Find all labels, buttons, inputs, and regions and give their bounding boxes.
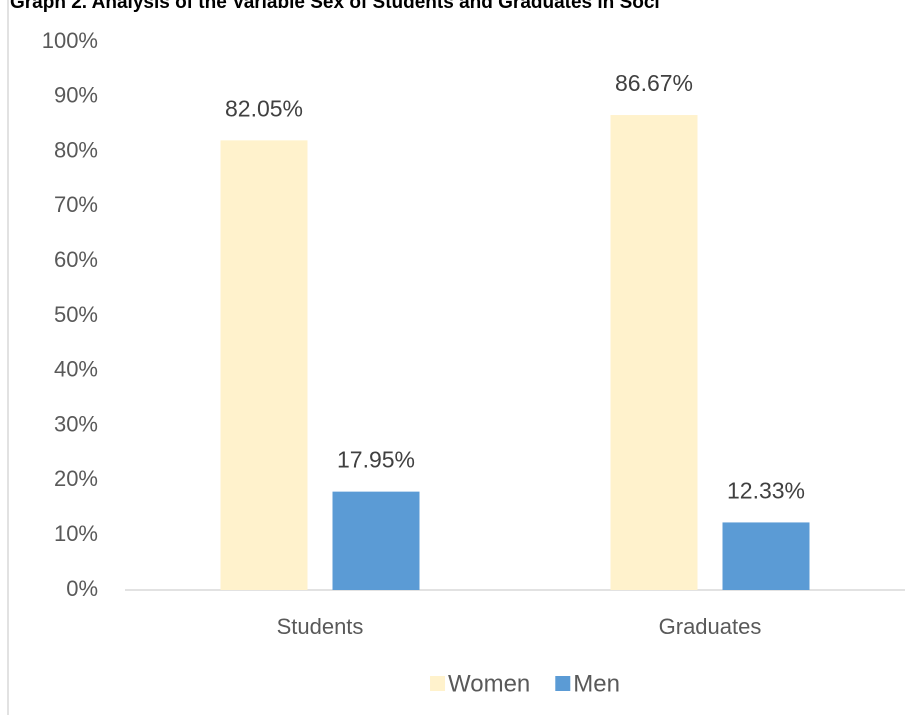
y-tick-label: 100% — [42, 28, 98, 53]
legend-item: Men — [555, 670, 620, 697]
bar — [220, 140, 308, 590]
legend-label: Women — [448, 670, 530, 697]
y-tick-label: 80% — [54, 137, 98, 162]
legend-item: Women — [430, 670, 530, 697]
value-label: 86.67% — [615, 70, 693, 96]
legend-swatch — [555, 676, 571, 691]
y-tick-label: 0% — [66, 576, 98, 601]
y-tick-label: 20% — [54, 466, 98, 491]
value-label: 12.33% — [727, 478, 805, 504]
bar — [610, 115, 698, 590]
y-tick-label: 90% — [54, 83, 98, 108]
y-tick-label: 50% — [54, 302, 98, 327]
y-tick-label: 30% — [54, 411, 98, 436]
y-tick-label: 60% — [54, 247, 98, 272]
bar — [332, 491, 420, 590]
y-tick-label: 10% — [54, 521, 98, 546]
y-tick-label: 40% — [54, 357, 98, 382]
chart-title: Graph 2. Analysis of the Variable Sex of… — [10, 0, 660, 13]
x-tick-label: Students — [277, 614, 364, 639]
value-label: 17.95% — [337, 447, 415, 473]
bar — [722, 522, 810, 590]
value-label: 82.05% — [225, 95, 303, 121]
y-tick-label: 70% — [54, 192, 98, 217]
x-tick-label: Graduates — [659, 614, 762, 639]
legend-label: Men — [573, 670, 620, 697]
legend-swatch — [430, 676, 446, 691]
